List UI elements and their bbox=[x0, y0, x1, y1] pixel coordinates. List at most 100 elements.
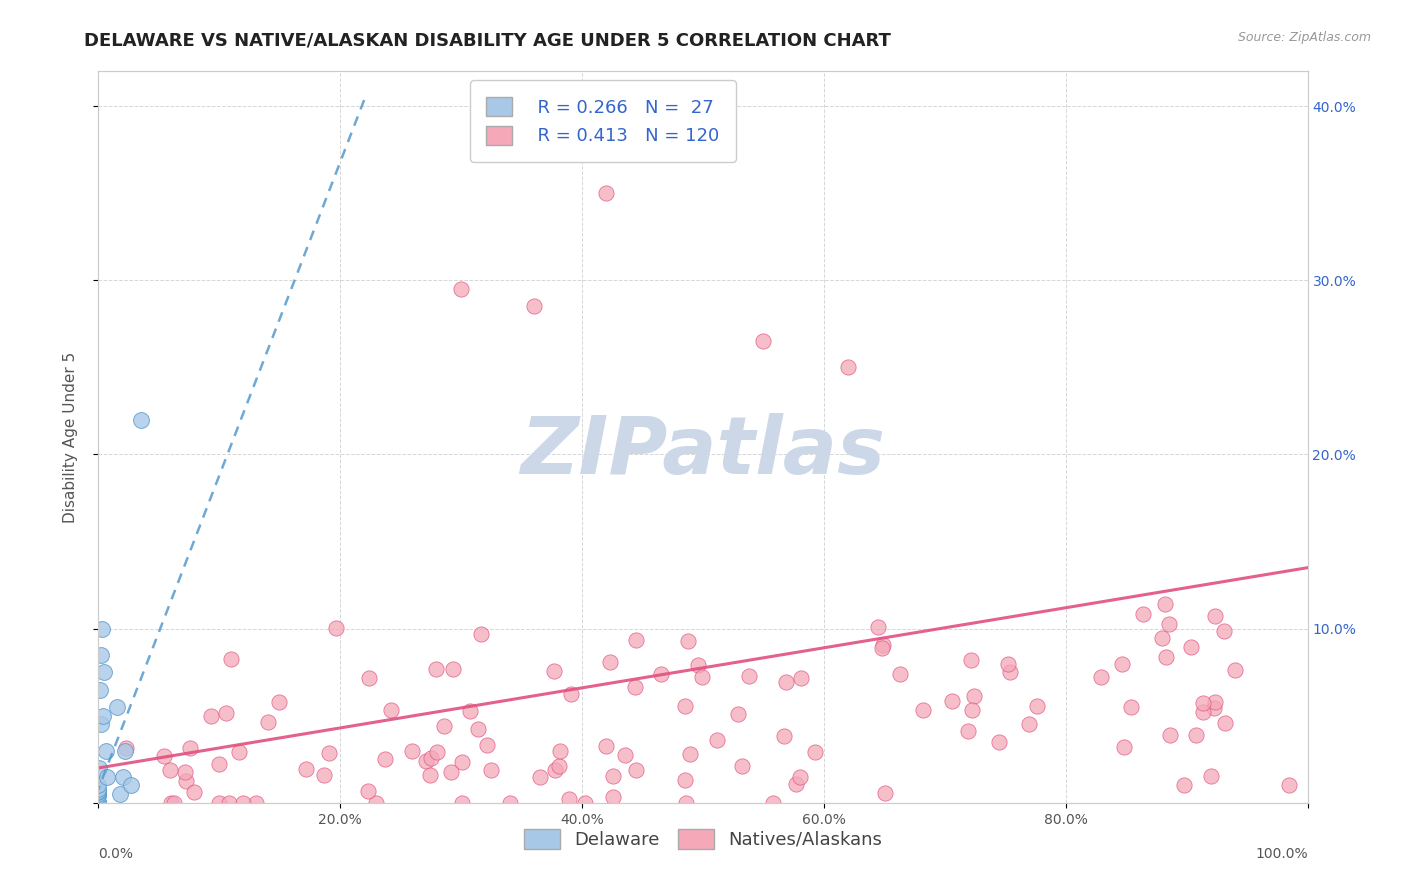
Point bbox=[87, 789, 110, 803]
Point bbox=[450, 282, 472, 296]
Point bbox=[1278, 778, 1301, 792]
Point bbox=[738, 669, 761, 683]
Point bbox=[87, 796, 110, 810]
Point bbox=[529, 771, 551, 785]
Point bbox=[218, 796, 240, 810]
Point bbox=[872, 638, 894, 652]
Point bbox=[87, 783, 110, 797]
Point bbox=[120, 778, 142, 792]
Point bbox=[215, 706, 238, 721]
Point bbox=[1192, 706, 1215, 720]
Point bbox=[87, 785, 110, 799]
Point bbox=[1154, 597, 1177, 611]
Point bbox=[1000, 665, 1022, 679]
Point bbox=[602, 769, 624, 783]
Point bbox=[675, 796, 697, 810]
Point bbox=[1152, 631, 1174, 645]
Point bbox=[451, 755, 474, 769]
Point bbox=[1159, 617, 1181, 632]
Point bbox=[153, 749, 176, 764]
Text: DELAWARE VS NATIVE/ALASKAN DISABILITY AGE UNDER 5 CORRELATION CHART: DELAWARE VS NATIVE/ALASKAN DISABILITY AG… bbox=[84, 31, 891, 49]
Point bbox=[870, 641, 893, 656]
Point bbox=[129, 412, 152, 426]
Point bbox=[208, 757, 231, 772]
Point bbox=[232, 796, 254, 810]
Point bbox=[477, 738, 499, 752]
Point bbox=[1132, 607, 1154, 621]
Point bbox=[87, 787, 110, 801]
Point bbox=[613, 748, 636, 763]
Point bbox=[988, 735, 1011, 749]
Point bbox=[1180, 640, 1202, 654]
Point bbox=[87, 796, 110, 810]
Point bbox=[208, 796, 231, 810]
Point bbox=[1204, 608, 1226, 623]
Point bbox=[1199, 769, 1222, 783]
Point bbox=[804, 745, 827, 759]
Point bbox=[560, 687, 582, 701]
Point bbox=[676, 633, 699, 648]
Point bbox=[963, 689, 986, 703]
Point bbox=[366, 796, 388, 810]
Point bbox=[470, 626, 492, 640]
Point bbox=[595, 739, 617, 754]
Point bbox=[108, 787, 131, 801]
Point bbox=[420, 751, 443, 765]
Point bbox=[96, 770, 118, 784]
Point bbox=[1090, 670, 1112, 684]
Point bbox=[380, 703, 402, 717]
Point bbox=[467, 722, 489, 736]
Point bbox=[1204, 695, 1226, 709]
Point bbox=[624, 763, 647, 777]
Point bbox=[1192, 696, 1215, 710]
Point bbox=[174, 773, 197, 788]
Point bbox=[889, 666, 911, 681]
Point bbox=[752, 334, 775, 349]
Point bbox=[912, 703, 935, 717]
Point bbox=[107, 700, 129, 714]
Point bbox=[1202, 701, 1225, 715]
Point bbox=[228, 746, 250, 760]
Point bbox=[159, 796, 181, 810]
Point bbox=[875, 786, 897, 800]
Point bbox=[706, 733, 728, 747]
Point bbox=[245, 796, 267, 810]
Point bbox=[543, 763, 565, 777]
Text: 0.0%: 0.0% bbox=[98, 847, 134, 861]
Point bbox=[595, 186, 617, 201]
Point bbox=[789, 672, 811, 686]
Point bbox=[543, 664, 565, 678]
Point bbox=[314, 768, 336, 782]
Point bbox=[731, 758, 754, 772]
Point bbox=[1213, 624, 1236, 638]
Point bbox=[318, 746, 340, 760]
Point bbox=[183, 785, 205, 799]
Point bbox=[1173, 778, 1195, 792]
Text: 100.0%: 100.0% bbox=[1256, 847, 1308, 861]
Point bbox=[1119, 700, 1142, 714]
Y-axis label: Disability Age Under 5: Disability Age Under 5 bbox=[63, 351, 77, 523]
Point bbox=[357, 671, 380, 685]
Point bbox=[679, 747, 702, 762]
Point bbox=[90, 717, 112, 731]
Point bbox=[650, 666, 672, 681]
Point bbox=[87, 781, 110, 796]
Point bbox=[624, 681, 647, 695]
Point bbox=[960, 703, 983, 717]
Point bbox=[479, 763, 502, 777]
Text: Source: ZipAtlas.com: Source: ZipAtlas.com bbox=[1237, 31, 1371, 45]
Point bbox=[257, 714, 280, 729]
Point bbox=[1159, 728, 1181, 742]
Point bbox=[727, 706, 749, 721]
Point bbox=[87, 778, 110, 792]
Point bbox=[294, 762, 316, 776]
Point bbox=[499, 796, 522, 810]
Point bbox=[1026, 698, 1049, 713]
Point bbox=[868, 620, 890, 634]
Point bbox=[401, 744, 423, 758]
Point bbox=[357, 784, 380, 798]
Point bbox=[1156, 650, 1178, 665]
Point bbox=[960, 653, 983, 667]
Point bbox=[440, 765, 463, 780]
Point bbox=[91, 622, 114, 636]
